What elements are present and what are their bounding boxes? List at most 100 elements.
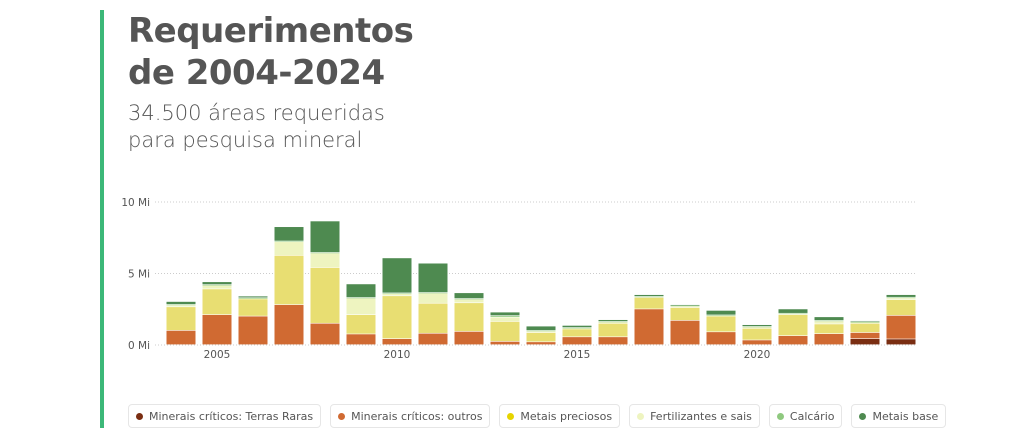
bar-segment[interactable] [310, 252, 340, 254]
legend-item[interactable]: Calcário [768, 404, 843, 428]
bar-segment[interactable] [166, 304, 196, 306]
bar-segment[interactable] [310, 267, 340, 323]
bar-segment[interactable] [670, 304, 700, 306]
legend-item[interactable]: Fertilizantes e sais [629, 404, 760, 428]
bar-segment[interactable] [742, 326, 772, 328]
bar-segment[interactable] [706, 316, 736, 332]
bar-segment[interactable] [382, 293, 412, 294]
bar-segment[interactable] [706, 315, 736, 316]
bar-segment[interactable] [670, 320, 700, 345]
bar-segment[interactable] [490, 341, 520, 345]
bar-segment[interactable] [346, 314, 376, 334]
bar-segment[interactable] [202, 284, 232, 286]
bar-segment[interactable] [814, 317, 844, 321]
bar-segment[interactable] [346, 298, 376, 315]
bar-segment[interactable] [490, 315, 520, 317]
bar-segment[interactable] [274, 241, 304, 242]
bar-segment[interactable] [454, 293, 484, 299]
bar-segment[interactable] [418, 333, 448, 345]
bar-segment[interactable] [418, 263, 448, 293]
bar-segment[interactable] [238, 298, 268, 299]
bar-segment[interactable] [814, 320, 844, 322]
bar-segment[interactable] [274, 255, 304, 305]
bar-segment[interactable] [238, 298, 268, 300]
bar-segment[interactable] [850, 332, 880, 339]
bar-segment[interactable] [382, 293, 412, 296]
bar-segment[interactable] [238, 316, 268, 345]
bar-segment[interactable] [202, 314, 232, 345]
bar-segment[interactable] [850, 338, 880, 345]
bar-segment[interactable] [238, 296, 268, 298]
bar-segment[interactable] [598, 319, 628, 322]
bar-segment[interactable] [886, 294, 916, 297]
bar-segment[interactable] [346, 297, 376, 299]
bar-segment[interactable] [526, 332, 556, 342]
bar-segment[interactable] [382, 258, 412, 293]
bar-segment[interactable] [454, 298, 484, 300]
bar-segment[interactable] [886, 339, 916, 345]
bar-segment[interactable] [634, 297, 664, 309]
bar-segment[interactable] [706, 315, 736, 317]
bar-segment[interactable] [850, 321, 880, 323]
bar-segment[interactable] [274, 304, 304, 345]
bar-segment[interactable] [238, 299, 268, 316]
bar-segment[interactable] [670, 306, 700, 308]
bar-segment[interactable] [850, 322, 880, 323]
bar-segment[interactable] [634, 309, 664, 345]
bar-segment[interactable] [562, 325, 592, 328]
bar-segment[interactable] [562, 337, 592, 345]
bar-segment[interactable] [706, 310, 736, 315]
bar-segment[interactable] [742, 324, 772, 327]
bar-segment[interactable] [778, 313, 808, 315]
bar-segment[interactable] [382, 296, 412, 339]
bar-segment[interactable] [886, 315, 916, 339]
bar-segment[interactable] [670, 305, 700, 307]
bar-segment[interactable] [742, 340, 772, 345]
bar-segment[interactable] [814, 321, 844, 324]
bar-segment[interactable] [886, 298, 916, 300]
bar-segment[interactable] [562, 327, 592, 329]
bar-segment[interactable] [454, 331, 484, 345]
bar-segment[interactable] [418, 292, 448, 294]
bar-segment[interactable] [202, 282, 232, 285]
bar-segment[interactable] [886, 299, 916, 316]
bar-segment[interactable] [274, 227, 304, 241]
legend-item[interactable]: Minerais críticos: Terras Raras [128, 404, 322, 428]
bar-segment[interactable] [166, 307, 196, 331]
bar-segment[interactable] [490, 317, 520, 322]
bar-segment[interactable] [454, 299, 484, 303]
bar-segment[interactable] [310, 253, 340, 268]
bar-segment[interactable] [310, 221, 340, 253]
bar-segment[interactable] [778, 313, 808, 315]
bar-segment[interactable] [166, 305, 196, 307]
bar-segment[interactable] [598, 323, 628, 337]
bar-segment[interactable] [778, 314, 808, 336]
legend-item[interactable]: Metais base [851, 404, 947, 428]
bar-segment[interactable] [850, 320, 880, 322]
bar-segment[interactable] [274, 242, 304, 256]
bar-segment[interactable] [490, 321, 520, 342]
bar-segment[interactable] [382, 338, 412, 345]
bar-segment[interactable] [526, 342, 556, 345]
bar-segment[interactable] [706, 332, 736, 345]
bar-segment[interactable] [418, 303, 448, 333]
bar-segment[interactable] [670, 307, 700, 321]
bar-segment[interactable] [310, 323, 340, 345]
bar-segment[interactable] [598, 337, 628, 345]
bar-segment[interactable] [526, 326, 556, 331]
bar-segment[interactable] [742, 327, 772, 328]
bar-segment[interactable] [346, 334, 376, 345]
bar-segment[interactable] [166, 330, 196, 345]
bar-segment[interactable] [526, 330, 556, 332]
bar-segment[interactable] [634, 296, 664, 298]
bar-segment[interactable] [814, 324, 844, 334]
bar-segment[interactable] [202, 289, 232, 315]
bar-segment[interactable] [814, 333, 844, 345]
bar-segment[interactable] [598, 322, 628, 323]
legend-item[interactable]: Minerais críticos: outros [330, 404, 491, 428]
bar-segment[interactable] [346, 284, 376, 298]
bar-segment[interactable] [454, 303, 484, 332]
bar-segment[interactable] [562, 329, 592, 337]
bar-segment[interactable] [886, 297, 916, 299]
bar-segment[interactable] [526, 331, 556, 333]
